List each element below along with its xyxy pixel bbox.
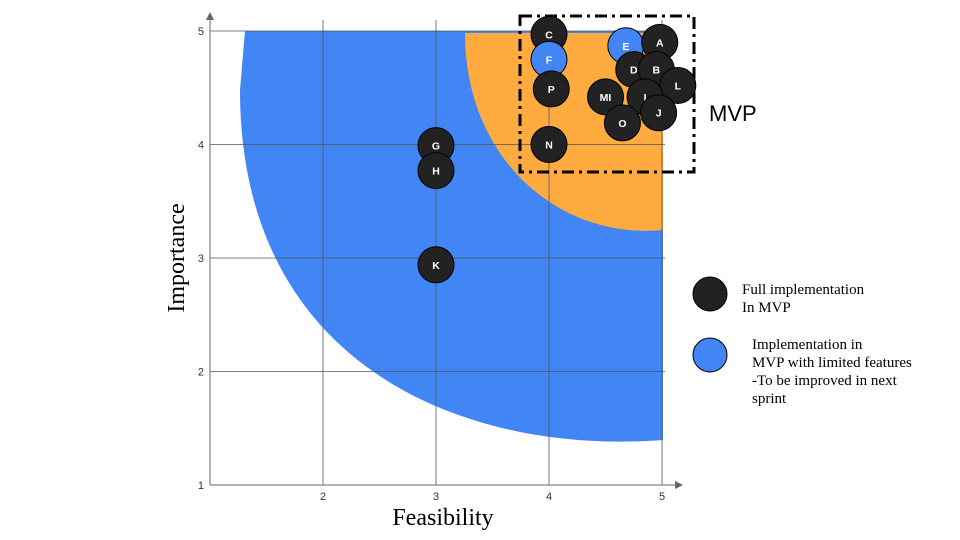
y-axis-title: Importance: [164, 203, 190, 312]
legend-swatch-full: [692, 276, 728, 312]
y-tick-label: 3: [198, 253, 204, 265]
point-label: C: [545, 29, 553, 41]
y-tick-label: 1: [198, 480, 204, 492]
axes: [206, 12, 683, 489]
point-label: A: [656, 37, 664, 49]
legend-swatch-limited: [692, 337, 728, 373]
y-tick-label: 4: [198, 140, 204, 152]
point-label: N: [545, 140, 553, 152]
x-tick-label: 4: [546, 491, 552, 503]
data-point: P: [532, 70, 570, 108]
point-label: B: [653, 65, 661, 77]
point-marker: [640, 94, 678, 132]
point-marker: [417, 246, 455, 284]
point-label: I: [644, 92, 647, 104]
point-marker: [659, 66, 697, 104]
point-label: K: [432, 260, 440, 272]
point-label: O: [618, 118, 626, 130]
point-label: MI: [600, 92, 612, 104]
point-label: L: [675, 80, 682, 92]
point-marker: [417, 152, 455, 190]
y-tick-label: 2: [198, 367, 204, 379]
point-label: H: [432, 166, 440, 178]
point-marker: [587, 78, 624, 116]
data-point: F: [530, 40, 568, 78]
point-marker: [532, 70, 570, 108]
x-tick-label: 2: [320, 491, 326, 503]
legend-label-full: Full implementation In MVP: [742, 282, 865, 316]
data-point: N: [530, 126, 568, 163]
data-points: C F P N E A D B L MI IJ O G H K: [417, 15, 697, 284]
data-point: K: [417, 246, 455, 284]
x-axis-arrow: [675, 481, 683, 489]
y-axis-arrow: [206, 12, 214, 20]
x-tick-label: 5: [659, 491, 665, 503]
x-tick-label: 3: [433, 491, 439, 503]
point-label: G: [432, 141, 440, 153]
data-point: MI: [587, 78, 624, 116]
point-label: E: [622, 41, 629, 53]
point-marker: [603, 104, 641, 142]
point-label: F: [546, 54, 553, 66]
legend-label-limited: Implementation in MVP with limited featu…: [752, 337, 912, 407]
point-label: P: [548, 84, 555, 96]
x-axis-title: Feasibility: [392, 505, 493, 531]
data-point: O: [603, 104, 641, 142]
data-point: J: [640, 94, 678, 132]
point-label: D: [630, 65, 638, 77]
point-marker: [530, 126, 568, 163]
mvp-label: MVP: [709, 101, 757, 126]
tick-labels: 2 3 4 5 1 2 3 4 5: [198, 26, 665, 503]
data-point: L: [659, 66, 697, 104]
y-tick-label: 5: [198, 26, 204, 38]
data-point: H: [417, 152, 455, 190]
point-label: J: [656, 108, 662, 120]
